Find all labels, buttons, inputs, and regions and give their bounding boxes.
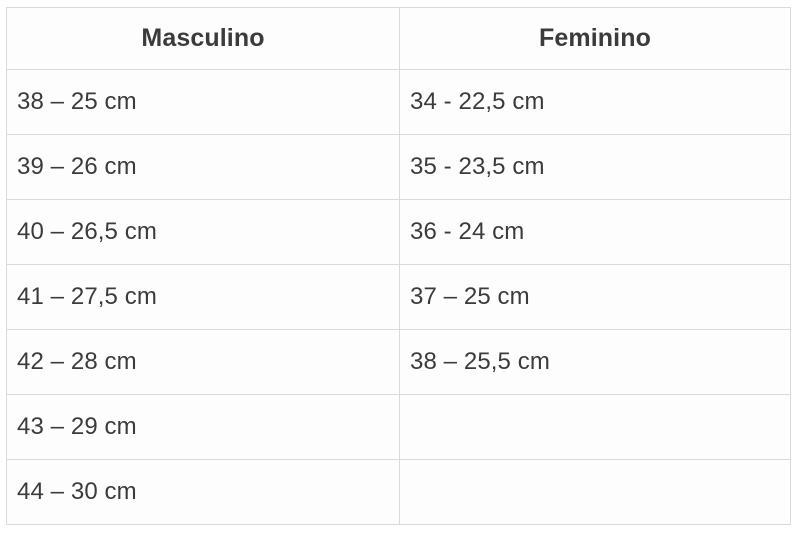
cell-feminino-empty	[399, 394, 791, 460]
table-row: 41 – 27,5 cm 37 – 25 cm	[6, 264, 791, 330]
table-row: 44 – 30 cm	[6, 459, 791, 525]
cell-masculino: 39 – 26 cm	[6, 134, 400, 200]
column-header-feminino: Feminino	[399, 7, 791, 70]
table-row: 40 – 26,5 cm 36 - 24 cm	[6, 199, 791, 265]
cell-feminino-empty	[399, 459, 791, 525]
table-row: 43 – 29 cm	[6, 394, 791, 460]
column-header-masculino: Masculino	[6, 7, 400, 70]
cell-feminino: 34 - 22,5 cm	[399, 69, 791, 135]
cell-masculino: 43 – 29 cm	[6, 394, 400, 460]
shoe-size-table: Masculino Feminino 38 – 25 cm 34 - 22,5 …	[6, 7, 791, 525]
cell-feminino: 37 – 25 cm	[399, 264, 791, 330]
cell-masculino: 44 – 30 cm	[6, 459, 400, 525]
table-body: 38 – 25 cm 34 - 22,5 cm 39 – 26 cm 35 - …	[6, 69, 791, 525]
cell-masculino: 40 – 26,5 cm	[6, 199, 400, 265]
cell-feminino: 36 - 24 cm	[399, 199, 791, 265]
table-header: Masculino Feminino	[6, 7, 791, 70]
table-row: 38 – 25 cm 34 - 22,5 cm	[6, 69, 791, 135]
table-header-row: Masculino Feminino	[6, 7, 791, 70]
cell-feminino: 38 – 25,5 cm	[399, 329, 791, 395]
cell-masculino: 42 – 28 cm	[6, 329, 400, 395]
table-row: 39 – 26 cm 35 - 23,5 cm	[6, 134, 791, 200]
table-row: 42 – 28 cm 38 – 25,5 cm	[6, 329, 791, 395]
cell-feminino: 35 - 23,5 cm	[399, 134, 791, 200]
cell-masculino: 38 – 25 cm	[6, 69, 400, 135]
cell-masculino: 41 – 27,5 cm	[6, 264, 400, 330]
